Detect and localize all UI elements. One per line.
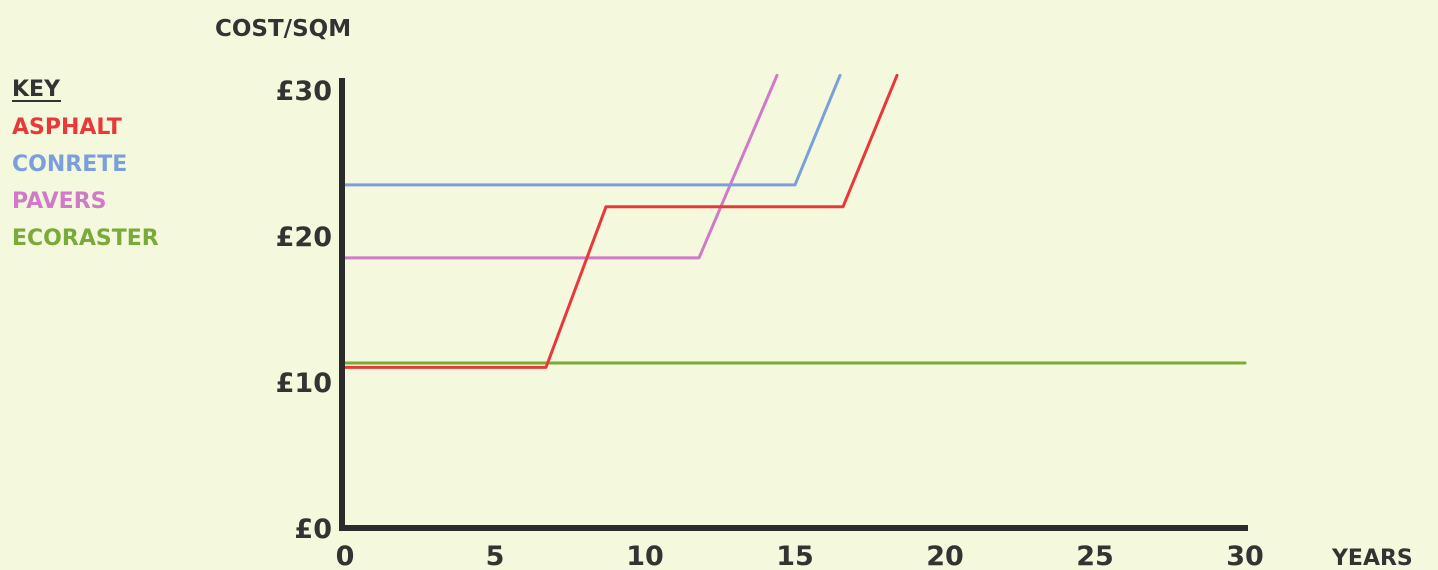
x-tick-label: 10 (626, 541, 664, 570)
axes (339, 78, 1248, 531)
x-tick-label: 20 (926, 541, 964, 570)
x-tick-label: 30 (1226, 541, 1264, 570)
legend-entry-pavers: PAVERS (12, 189, 106, 214)
x-tick-label: 15 (776, 541, 814, 570)
series-line-asphalt (343, 73, 899, 369)
legend-entry-conrete: CONRETE (12, 152, 127, 177)
tick-labels: 0 5 10 15 20 25 30 £0 £10 £20 £30 (276, 76, 1264, 570)
x-tick-label: 0 (336, 541, 355, 570)
legend-title: KEY (12, 77, 61, 102)
legend-entry-ecoraster: ECORASTER (12, 226, 159, 251)
legend-entry-asphalt: ASPHALT (12, 115, 122, 140)
x-axis-label: YEARS (1331, 546, 1413, 570)
y-axis-label: COST/SQM (215, 16, 351, 42)
y-tick-label: £0 (294, 514, 332, 545)
x-tick-label: 25 (1076, 541, 1114, 570)
y-tick-label: £10 (276, 368, 332, 399)
y-tick-label: £30 (276, 76, 332, 107)
legend: KEY ASPHALT CONRETE PAVERS ECORASTER (12, 77, 159, 251)
series-line-pavers (343, 73, 779, 260)
x-tick-label: 5 (486, 541, 505, 570)
series-group (343, 73, 1247, 369)
y-tick-label: £20 (276, 222, 332, 253)
series-line-conrete (343, 73, 842, 187)
